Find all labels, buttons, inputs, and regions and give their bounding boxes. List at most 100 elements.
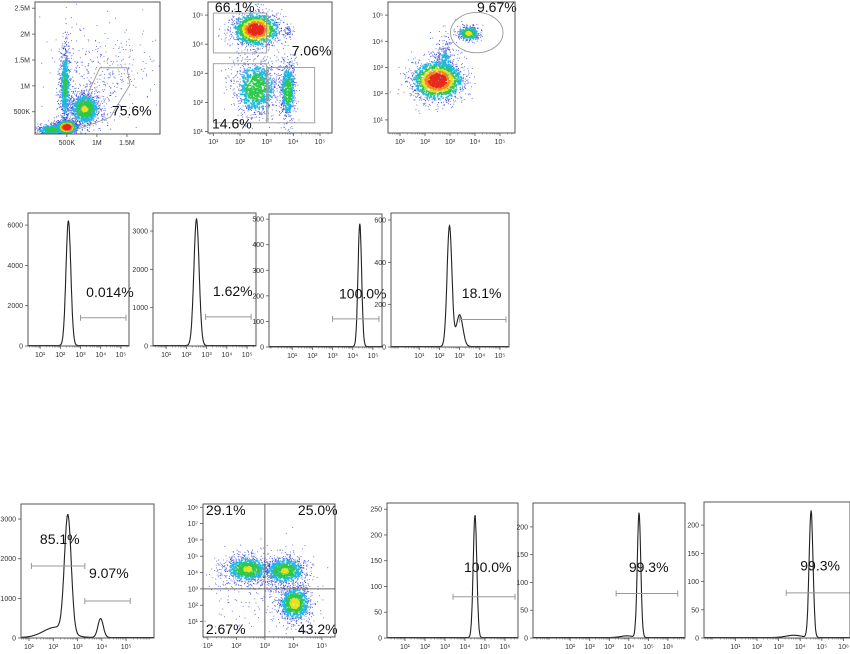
scatter-point [99,78,101,80]
scatter-point [83,123,85,125]
scatter-point [239,55,241,57]
scatter-point [82,121,84,123]
scatter-point [237,76,239,78]
scatter-point [293,101,295,103]
scatter-point [105,119,107,121]
scatter-point [102,90,105,93]
scatter-point [273,78,275,80]
scatter-point [254,48,256,50]
scatter-point [64,116,66,118]
scatter-point [158,65,160,67]
scatter-point [71,104,73,106]
scatter-point [291,127,293,130]
scatter-point [293,107,295,109]
scatter-point [268,45,270,47]
scatter-point [57,119,60,122]
scatter-point [288,130,290,132]
scatter-point [275,38,277,40]
scatter-point [267,11,269,13]
scatter-point [258,106,261,109]
scatter-point [42,86,45,88]
scatter-point [57,102,60,104]
scatter-point [100,54,102,56]
scatter-point [236,86,238,88]
scatter-point [69,89,71,91]
scatter-point [99,103,101,105]
scatter-point [263,46,265,48]
scatter-point [53,120,55,123]
scatter-point [65,113,67,115]
scatter-point [92,120,94,122]
scatter-point [287,29,289,31]
scatter-point [107,98,110,100]
scatter-point [115,55,117,57]
scatter-point [233,93,235,95]
scatter-point [286,26,288,28]
scatter-point [280,112,282,115]
scatter-point [261,107,264,109]
scatter-point [274,19,277,21]
scatter-point [239,78,241,80]
scatter-point [273,45,275,47]
scatter-point [121,80,123,82]
scatter-point [122,48,124,51]
scatter-point [28,129,29,130]
scatter-point [152,70,154,72]
scatter-point [246,9,248,11]
scatter-point [269,84,272,87]
scatter-point [261,105,264,108]
scatter-point [120,64,122,66]
scatter-point [57,108,59,110]
scatter-point [271,102,273,104]
scatter-point [119,104,121,106]
scatter-point [70,78,73,80]
scatter-point [42,135,43,136]
scatter-point [254,63,256,66]
scatter-point [63,41,65,43]
scatter-point [69,118,71,120]
scatter-point [295,102,298,104]
scatter-point [289,32,291,34]
scatter-point [271,44,273,46]
scatter-point [91,91,93,93]
scatter-point [279,65,281,67]
scatter-point [62,43,64,45]
scatter-point [56,91,58,93]
scatter-point [251,116,253,119]
scatter-point [242,105,244,107]
scatter-point [276,14,278,16]
scatter-point [271,118,274,120]
scatter-point [257,3,259,5]
scatter-point [250,110,252,112]
scatter-point [237,42,239,44]
scatter-point [217,35,219,37]
scatter-point [65,44,68,46]
scatter-point [99,46,101,48]
scatter-point [86,89,88,91]
scatter-point [236,4,238,6]
scatter-point [246,61,248,63]
scatter-point [76,95,78,97]
scatter-point [100,113,103,116]
scatter-point [95,67,98,69]
scatter-point [64,68,66,71]
scatter-point [279,69,281,71]
scatter-point [290,23,292,25]
scatter-point [253,59,255,61]
scatter-point [290,38,292,41]
scatter-point [62,33,64,35]
scatter-point [103,105,105,107]
y-tick-label: 500K [14,109,31,116]
scatter-point [283,102,286,104]
scatter-point [287,130,289,132]
scatter-point [78,116,80,119]
y-tick-label: 2.5M [14,6,30,13]
scatter-point [238,88,240,90]
scatter-point [278,74,280,77]
scatter-point [267,15,269,17]
scatter-point [264,105,267,108]
scatter-point [267,16,270,19]
scatter-point [104,116,106,118]
scatter-point [268,68,270,70]
